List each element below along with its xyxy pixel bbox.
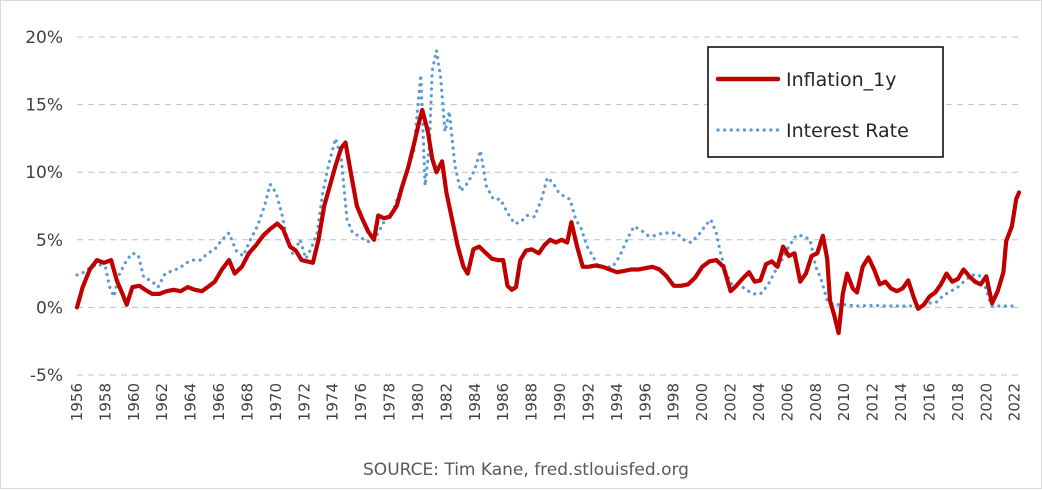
legend-label-interest-rate: Interest Rate: [786, 120, 909, 142]
x-tick-label: 1990: [551, 383, 569, 421]
x-tick-label: 1974: [324, 383, 342, 421]
x-tick-label: 1976: [352, 383, 370, 421]
series-line-inflation: [74, 107, 1022, 336]
source-note: SOURCE: Tim Kane, fred.stlouisfed.org: [363, 460, 689, 480]
y-tick-label: 10%: [25, 163, 63, 183]
x-tick-label: 1962: [153, 383, 171, 421]
x-tick-label: 1956: [68, 383, 86, 421]
x-tick-label: 1970: [267, 383, 285, 421]
x-tick-label: 1966: [210, 383, 228, 421]
x-tick-label: 1982: [437, 383, 455, 421]
x-tick-label: 1986: [494, 383, 512, 421]
legend: Inflation_1y Interest Rate: [707, 46, 944, 158]
x-tick-label: 2018: [949, 383, 967, 421]
x-tick-label: 1998: [665, 383, 683, 421]
x-tick-label: 2002: [722, 383, 740, 421]
x-tick-label: 1964: [182, 383, 200, 421]
x-tick-label: 2020: [977, 383, 995, 421]
x-tick-label: 1996: [636, 383, 654, 421]
x-tick-label: 1968: [238, 383, 256, 421]
x-tick-label: 2004: [750, 383, 768, 421]
x-tick-label: 1958: [96, 383, 114, 421]
x-tick-label: 1972: [295, 383, 313, 421]
x-tick-label: 1980: [409, 383, 427, 421]
x-tick-label: 2000: [693, 383, 711, 421]
y-tick-label: -5%: [30, 366, 63, 386]
legend-box: [707, 46, 944, 158]
x-tick-label: 1988: [523, 383, 541, 421]
x-tick-label: 1992: [579, 383, 597, 421]
x-tick-label: 2010: [835, 383, 853, 421]
y-axis-ticks: 20% 15% 10% 5% 0% -5%: [25, 28, 63, 386]
x-tick-label: 2012: [864, 383, 882, 421]
y-tick-label: 5%: [36, 231, 63, 251]
legend-label-inflation: Inflation_1y: [786, 69, 896, 91]
x-tick-label: 2022: [1006, 383, 1024, 421]
x-tick-label: 2016: [920, 383, 938, 421]
y-tick-label: 0%: [36, 298, 63, 318]
series-lines: [74, 48, 1022, 336]
x-tick-label: 1994: [608, 383, 626, 421]
x-tick-label: 1984: [466, 383, 484, 421]
y-tick-label: 15%: [25, 96, 63, 116]
x-tick-label: 2008: [807, 383, 825, 421]
x-tick-label: 2006: [778, 383, 796, 421]
x-tick-label: 1978: [381, 383, 399, 421]
x-axis-ticks: 1956 1958 1960 1962 1964 1966 1968 1970 1972 1974…: [68, 383, 1024, 421]
x-tick-label: 2014: [892, 383, 910, 421]
x-tick-label: 1960: [125, 383, 143, 421]
y-tick-label: 20%: [25, 28, 63, 48]
series-line-interest-rate: [75, 48, 1018, 308]
